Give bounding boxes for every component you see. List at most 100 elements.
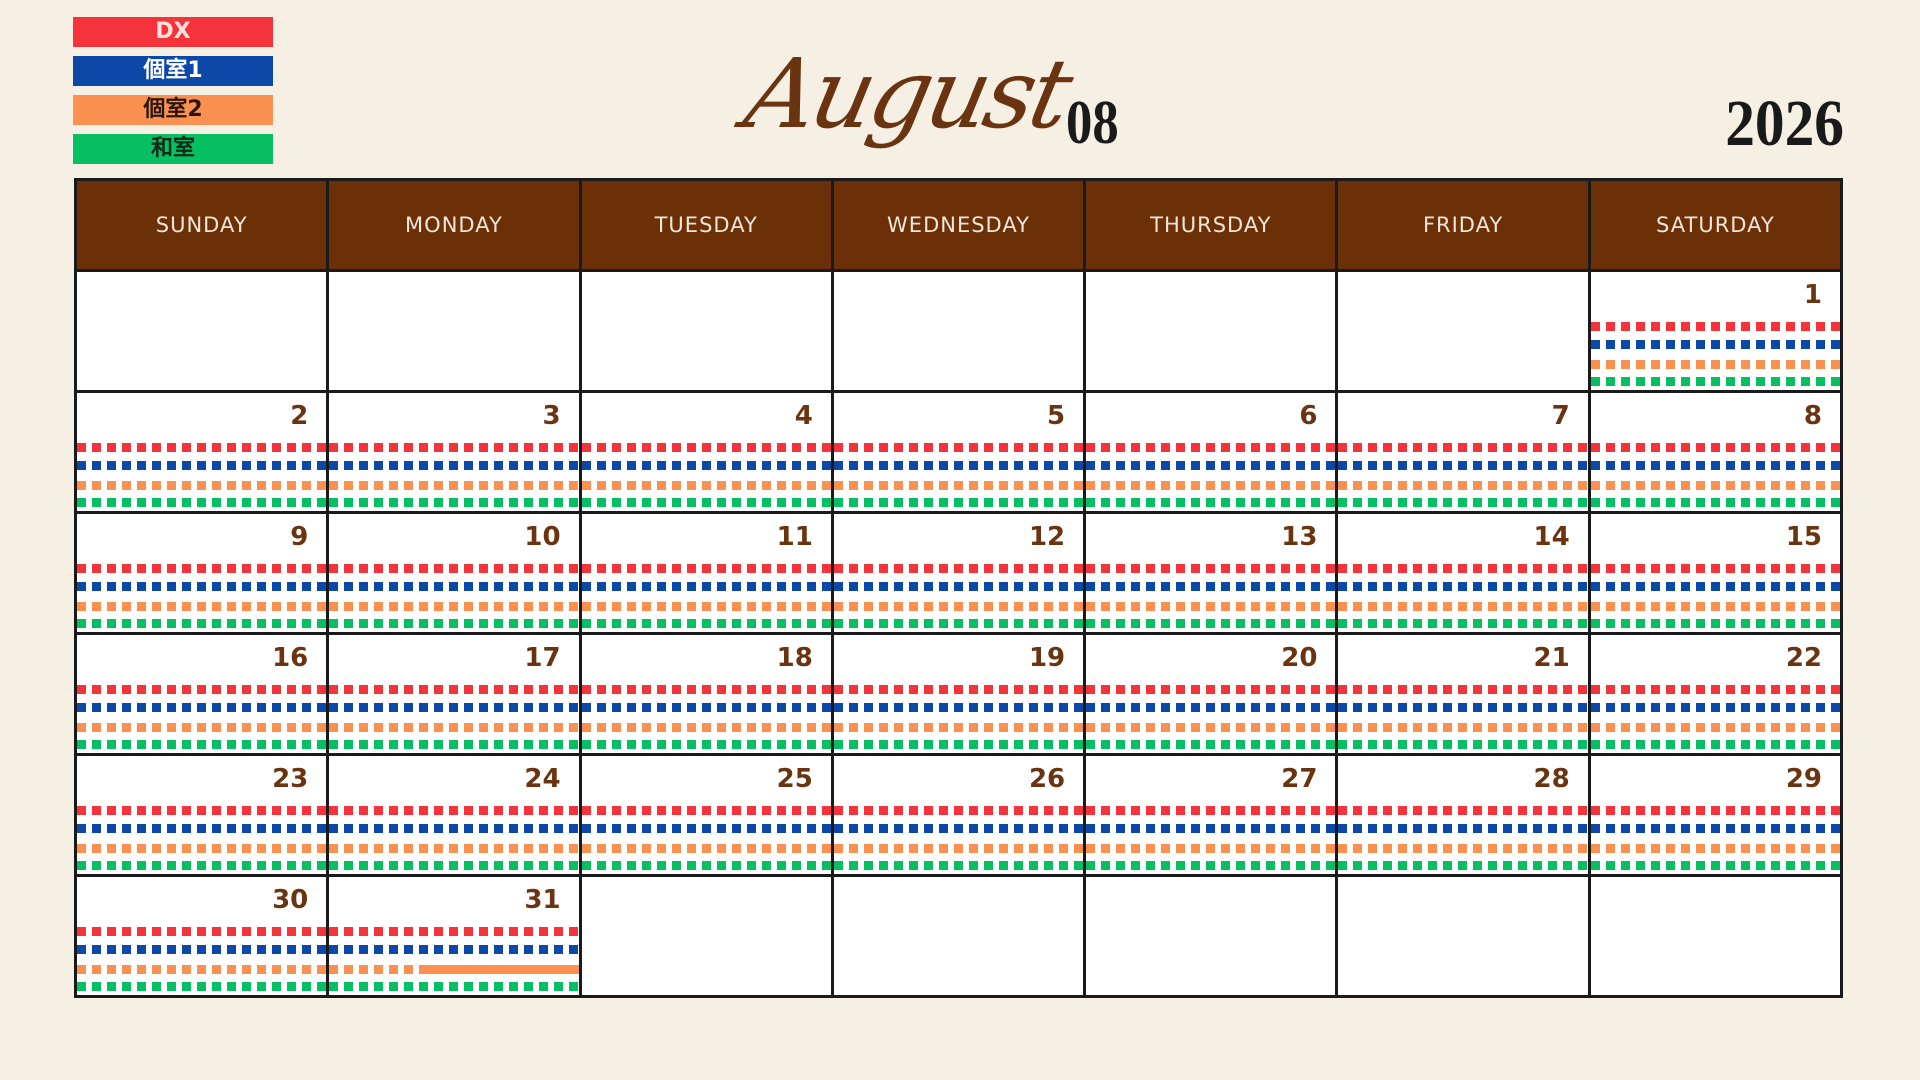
day-number: 19 <box>1028 643 1066 673</box>
booking-row-3 <box>1590 740 1840 749</box>
day-cell[interactable]: 30 <box>77 877 327 995</box>
day-number: 7 <box>1551 401 1570 431</box>
day-cell[interactable]: 3 <box>329 393 579 511</box>
empty-cell[interactable] <box>1086 877 1336 995</box>
empty-cell[interactable] <box>581 877 831 995</box>
empty-cell[interactable] <box>1086 272 1336 390</box>
booking-row-0 <box>833 564 1084 573</box>
booking-row-0 <box>581 564 831 573</box>
day-cell[interactable]: 4 <box>581 393 831 511</box>
booking-row-1 <box>329 461 579 470</box>
day-cell[interactable]: 25 <box>581 756 831 874</box>
booking-row-3 <box>1590 619 1840 628</box>
booking-row-3 <box>1590 377 1840 386</box>
booking-row-2 <box>581 723 831 732</box>
booking-row-1 <box>1590 824 1840 833</box>
booking-row-0 <box>1590 322 1840 331</box>
empty-cell[interactable] <box>1590 877 1840 995</box>
day-cell[interactable]: 17 <box>329 635 579 753</box>
booking-row-2 <box>581 602 831 611</box>
day-number: 2 <box>290 401 309 431</box>
booking-row-0 <box>1338 685 1588 694</box>
day-number: 8 <box>1803 401 1822 431</box>
day-cell[interactable]: 2 <box>77 393 327 511</box>
booking-row-2 <box>1338 844 1588 853</box>
booking-row-3 <box>77 619 327 628</box>
day-cell[interactable]: 18 <box>581 635 831 753</box>
day-cell[interactable]: 5 <box>833 393 1084 511</box>
booking-row-2 <box>329 723 579 732</box>
day-cell[interactable]: 31 <box>329 877 579 995</box>
booking-row-3 <box>1086 619 1336 628</box>
booking-row-0 <box>77 564 327 573</box>
booking-row-3 <box>1338 740 1588 749</box>
day-cell[interactable]: 12 <box>833 514 1084 632</box>
month-name: August <box>736 38 1079 150</box>
day-cell[interactable]: 27 <box>1086 756 1336 874</box>
booking-row-1 <box>1338 582 1588 591</box>
day-cell[interactable]: 29 <box>1590 756 1840 874</box>
weekday-header: WEDNESDAY <box>833 181 1084 269</box>
day-cell[interactable]: 8 <box>1590 393 1840 511</box>
booking-row-3 <box>1086 498 1336 507</box>
empty-cell[interactable] <box>329 272 579 390</box>
day-cell[interactable]: 23 <box>77 756 327 874</box>
legend-item: DX <box>73 17 273 47</box>
empty-cell[interactable] <box>833 272 1084 390</box>
booking-row-3 <box>329 498 579 507</box>
weekday-header: TUESDAY <box>581 181 831 269</box>
day-number: 4 <box>794 401 813 431</box>
booking-row-1 <box>833 824 1084 833</box>
empty-cell[interactable] <box>833 877 1084 995</box>
empty-cell[interactable] <box>1338 877 1588 995</box>
booking-row-3 <box>1338 861 1588 870</box>
booking-row-3 <box>833 619 1084 628</box>
day-cell[interactable]: 20 <box>1086 635 1336 753</box>
booking-row-2 <box>1086 481 1336 490</box>
day-cell[interactable]: 13 <box>1086 514 1336 632</box>
day-cell[interactable]: 1 <box>1590 272 1840 390</box>
booking-row-0 <box>77 927 327 936</box>
day-cell[interactable]: 14 <box>1338 514 1588 632</box>
day-cell[interactable]: 24 <box>329 756 579 874</box>
booking-row-0 <box>1086 685 1336 694</box>
booking-row-1 <box>77 461 327 470</box>
booking-row-3 <box>1590 861 1840 870</box>
booking-row-3 <box>581 861 831 870</box>
day-cell[interactable]: 16 <box>77 635 327 753</box>
month-number: 08 <box>1066 89 1119 157</box>
day-cell[interactable]: 15 <box>1590 514 1840 632</box>
booking-row-1 <box>329 703 579 712</box>
day-cell[interactable]: 22 <box>1590 635 1840 753</box>
booking-row-2 <box>77 723 327 732</box>
booking-row-0 <box>1338 443 1588 452</box>
day-cell[interactable]: 26 <box>833 756 1084 874</box>
booking-row-2 <box>833 723 1084 732</box>
booking-row-0 <box>1590 443 1840 452</box>
day-cell[interactable]: 11 <box>581 514 831 632</box>
empty-cell[interactable] <box>1338 272 1588 390</box>
booking-row-0 <box>329 443 579 452</box>
booking-row-2 <box>581 481 831 490</box>
booking-row-1 <box>833 703 1084 712</box>
booking-row-2 <box>1086 844 1336 853</box>
empty-cell[interactable] <box>581 272 831 390</box>
booking-row-3 <box>77 498 327 507</box>
booking-row-0 <box>329 564 579 573</box>
day-cell[interactable]: 9 <box>77 514 327 632</box>
day-cell[interactable]: 21 <box>1338 635 1588 753</box>
day-cell[interactable]: 7 <box>1338 393 1588 511</box>
booking-row-3 <box>1338 498 1588 507</box>
day-cell[interactable]: 6 <box>1086 393 1336 511</box>
day-cell[interactable]: 19 <box>833 635 1084 753</box>
booking-row-3 <box>1590 498 1840 507</box>
day-cell[interactable]: 28 <box>1338 756 1588 874</box>
empty-cell[interactable] <box>77 272 327 390</box>
booking-row-3 <box>581 498 831 507</box>
day-number: 10 <box>524 522 561 552</box>
booking-row-1 <box>1590 703 1840 712</box>
booking-row-3 <box>833 498 1084 507</box>
booking-row-2 <box>329 602 579 611</box>
day-number: 9 <box>290 522 309 552</box>
day-cell[interactable]: 10 <box>329 514 579 632</box>
